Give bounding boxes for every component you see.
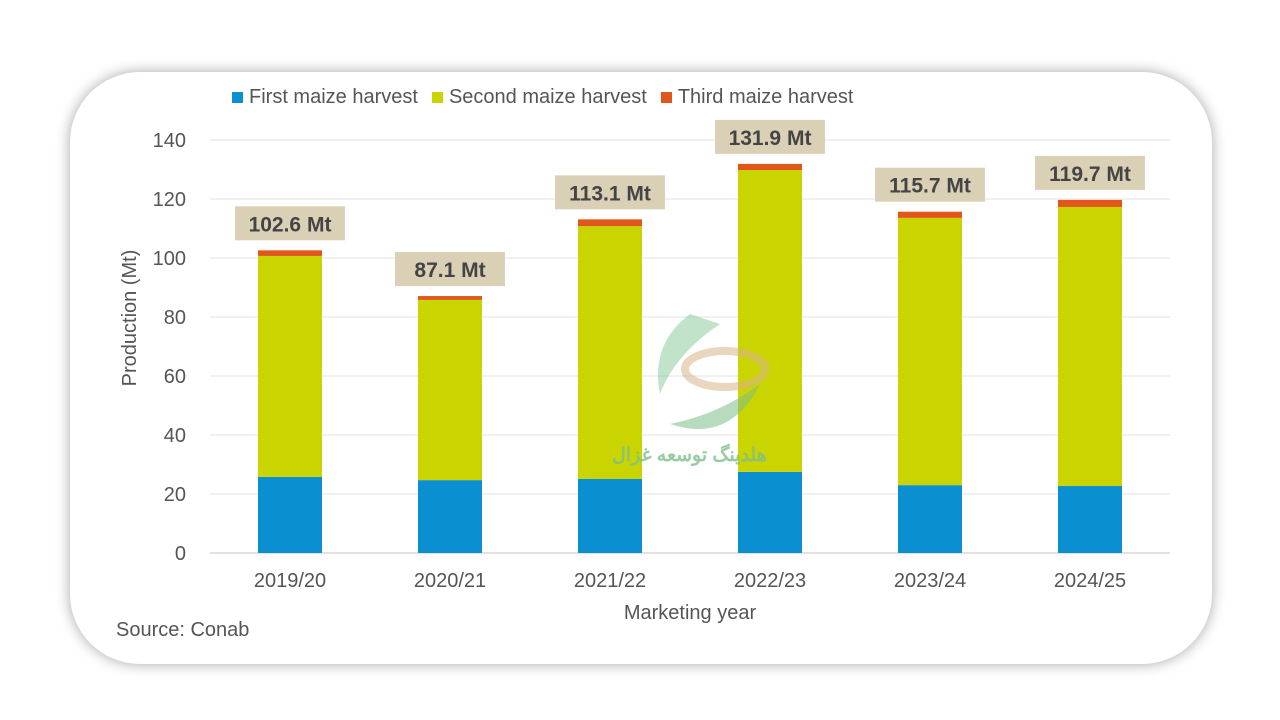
y-tick-label: 0: [175, 543, 186, 565]
y-tick-label: 80: [164, 307, 186, 329]
bar-segment: [578, 478, 642, 553]
y-tick-label: 60: [164, 366, 186, 388]
bar-segment: [738, 471, 802, 553]
bar-segment: [258, 476, 322, 553]
bar-segment: [738, 163, 802, 171]
y-tick-label: 140: [153, 130, 186, 152]
legend-swatch: [431, 92, 443, 103]
legend-item-first: First maize harvest: [232, 86, 418, 109]
bar-segment: [1058, 206, 1122, 487]
bar-segment: [898, 211, 962, 218]
total-label: 87.1 Mt: [414, 259, 485, 282]
bar-segment: [898, 485, 962, 553]
total-label: 131.9 Mt: [729, 127, 812, 150]
x-tick-label: 2024/25: [1054, 570, 1126, 592]
legend-swatch: [660, 92, 672, 103]
total-label: 113.1 Mt: [569, 182, 651, 205]
legend: First maize harvest Second maize harvest…: [232, 86, 853, 109]
legend-swatch: [232, 92, 243, 103]
bar-segment: [258, 250, 322, 256]
x-tick-label: 2022/23: [734, 570, 806, 592]
total-label-box: [875, 167, 985, 202]
x-axis-title: Marketing year: [624, 602, 757, 624]
total-label-box: [715, 119, 825, 154]
total-label: 119.7 Mt: [1049, 163, 1131, 186]
x-tick-label: 2020/21: [414, 570, 486, 592]
legend-item-third: Third maize harvest: [660, 86, 854, 109]
total-label-box: [395, 252, 505, 287]
legend-label: Third maize harvest: [677, 86, 854, 108]
source-note: Source: Conab: [116, 619, 250, 641]
bar-segment: [1058, 199, 1122, 207]
bar-segment: [418, 299, 482, 481]
bar-segment: [578, 226, 642, 479]
bar-segment: [1058, 486, 1122, 553]
x-tick-label: 2021/22: [574, 570, 646, 592]
legend-label: Second maize harvest: [448, 86, 647, 108]
bar-segment: [578, 219, 642, 227]
bar-segment: [898, 217, 962, 486]
legend-item-second: Second maize harvest: [431, 86, 647, 109]
total-label: 115.7 Mt: [889, 175, 971, 198]
y-tick-label: 100: [153, 248, 186, 270]
bar-segment: [418, 296, 482, 300]
bar-segment: [418, 480, 482, 553]
x-tick-label: 2023/24: [894, 570, 966, 592]
y-tick-label: 20: [164, 484, 186, 506]
total-label-box: [555, 175, 665, 210]
total-label: 102.6 Mt: [249, 213, 332, 236]
total-label-box: [1035, 155, 1145, 190]
total-label-box: [235, 206, 345, 241]
x-tick-label: 2019/20: [254, 570, 326, 592]
bar-segment: [738, 170, 802, 472]
watermark-logo: هلدینگ توسعه غزال: [612, 314, 769, 467]
legend-label: First maize harvest: [249, 86, 418, 108]
y-axis-title: Production (Mt): [119, 250, 141, 387]
watermark-leaf-icon: [658, 314, 769, 429]
watermark-text: هلدینگ توسعه غزال: [612, 445, 767, 466]
bar-segment: [258, 255, 322, 477]
y-tick-label: 40: [164, 425, 186, 447]
y-tick-label: 120: [153, 189, 186, 211]
